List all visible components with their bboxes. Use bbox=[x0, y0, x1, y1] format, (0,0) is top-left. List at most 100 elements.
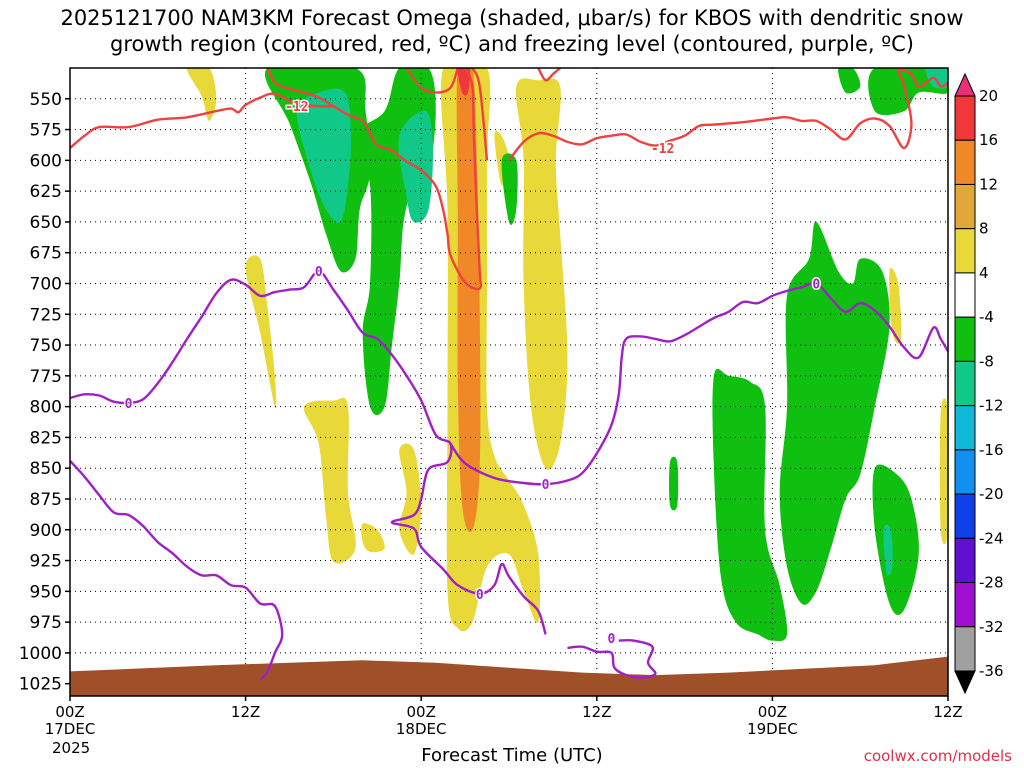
colorbar-label-1: 16 bbox=[979, 131, 998, 149]
omega-region-24 bbox=[939, 398, 948, 545]
freezing_level_0C-label-2: 0 bbox=[542, 478, 550, 493]
dendritic_minus12C-line-6 bbox=[896, 68, 948, 88]
dendritic_minus12C-line-2 bbox=[405, 68, 459, 94]
freezing_level_0C-label-1: 0 bbox=[315, 265, 323, 280]
plot-frame bbox=[69, 67, 949, 697]
x-tick-label-36-0: 12Z bbox=[582, 703, 611, 721]
omega-region-14 bbox=[501, 153, 518, 225]
dendritic_minus12C-line-0 bbox=[70, 92, 334, 149]
colorbar-bin-4 bbox=[954, 228, 976, 274]
x-tick-label-24-0: 00Z bbox=[407, 703, 436, 721]
x-tick-label-0-1: 17DEC bbox=[45, 720, 96, 738]
colorbar-label-2: 12 bbox=[979, 176, 998, 194]
omega-region-20 bbox=[872, 464, 919, 616]
chart-title-line1: 2025121700 NAM3KM Forecast Omega (shaded… bbox=[60, 6, 964, 30]
colorbar-label-8: -16 bbox=[979, 441, 1004, 459]
dendritic_minus12C-label-1: -12 bbox=[651, 142, 674, 157]
omega-region-17 bbox=[925, 68, 948, 89]
colorbar-bin--28 bbox=[954, 537, 976, 584]
contour-lines: -12 -12 0 0 0 0 0 0 bbox=[70, 68, 948, 681]
colorbar-label-4: 4 bbox=[979, 264, 989, 282]
colorbar-label-7: -12 bbox=[979, 397, 1004, 415]
y-tick-label-600: 600 bbox=[30, 151, 62, 171]
omega-region-10 bbox=[456, 68, 481, 532]
omega-region-18 bbox=[779, 221, 890, 605]
y-tick-label-775: 775 bbox=[30, 367, 62, 387]
freezing_level_0C-label-0: 0 bbox=[125, 397, 133, 412]
omega-region-22 bbox=[669, 456, 679, 511]
colorbar-bin--12 bbox=[954, 360, 976, 407]
y-tick-label-700: 700 bbox=[30, 274, 62, 294]
freezing_level_0C-line-2 bbox=[70, 459, 284, 681]
omega-region-12 bbox=[515, 78, 568, 470]
freezing_level_0C-label-5: 0 bbox=[812, 277, 820, 292]
colorbar-bin--32 bbox=[954, 582, 976, 628]
omega-region-6 bbox=[303, 397, 356, 564]
y-tick-label-675: 675 bbox=[30, 244, 62, 264]
dendritic_minus12C-label-0: -12 bbox=[285, 100, 308, 115]
y-tick-label-750: 750 bbox=[30, 336, 62, 356]
omega-region-7 bbox=[361, 523, 385, 553]
terrain bbox=[70, 656, 948, 696]
y-tick-label-850: 850 bbox=[30, 459, 62, 479]
dendritic_minus12C-line-4 bbox=[508, 68, 913, 162]
year-label: 2025 bbox=[52, 739, 91, 757]
y-tick-label-800: 800 bbox=[30, 398, 62, 418]
freezing_level_0C-label-3: 0 bbox=[476, 588, 484, 603]
colorbar-label-9: -20 bbox=[979, 485, 1004, 503]
colorbar-label-0: 20 bbox=[979, 87, 998, 105]
colorbar-bin--4 bbox=[954, 272, 976, 318]
credit-link[interactable]: coolwx.com/models bbox=[863, 747, 1012, 765]
colorbar-label-10: -24 bbox=[979, 529, 1004, 547]
colorbar-bin--36 bbox=[954, 626, 976, 672]
colorbar-label-13: -36 bbox=[979, 662, 1004, 680]
omega-region-5 bbox=[245, 255, 277, 409]
x-tick-label-24-1: 18DEC bbox=[396, 720, 447, 738]
colorbar-label-12: -32 bbox=[979, 618, 1004, 636]
freezing_level_0C-line-3 bbox=[567, 638, 657, 679]
colorbar-bin--24 bbox=[954, 493, 976, 539]
y-tick-label-825: 825 bbox=[30, 428, 62, 448]
chart-title-line2: growth region (contoured, red, ºC) and f… bbox=[110, 32, 914, 56]
colorbar-bin--20 bbox=[954, 449, 976, 495]
dendritic_minus12C-line-1 bbox=[266, 68, 483, 291]
omega-region-23 bbox=[889, 268, 902, 344]
omega-region-11 bbox=[457, 68, 471, 96]
y-tick-label-900: 900 bbox=[30, 521, 62, 541]
y-tick-label-975: 975 bbox=[30, 613, 62, 633]
y-tick-label-925: 925 bbox=[30, 552, 62, 572]
colorbar-bin--8 bbox=[954, 316, 976, 362]
colorbar: 20 16 12 8 4 -4 -8 -12 -16 -20 -24 -28 -32 -36 bbox=[954, 72, 1004, 695]
colorbar-label-3: 8 bbox=[979, 220, 989, 238]
colorbar-bin--16 bbox=[954, 405, 976, 451]
x-axis-title: Forecast Time (UTC) bbox=[421, 745, 603, 766]
y-tick-label-950: 950 bbox=[30, 582, 62, 602]
x-tick-label-48-1: 19DEC bbox=[747, 720, 798, 738]
omega-region-21 bbox=[883, 524, 893, 576]
y-tick-label-875: 875 bbox=[30, 490, 62, 510]
axes: 550 575 600 625 650 675 700 725 750 775 800 825 850 8… bbox=[19, 67, 963, 738]
y-tick-label-550: 550 bbox=[30, 90, 62, 110]
omega-region-0 bbox=[187, 68, 217, 121]
y-tick-label-625: 625 bbox=[30, 182, 62, 202]
y-tick-label-725: 725 bbox=[30, 305, 62, 325]
terrain-fill bbox=[70, 656, 948, 696]
omega-region-15 bbox=[838, 68, 861, 94]
colorbar-top-arrow bbox=[954, 72, 976, 97]
freezing_level_0C-line-0 bbox=[70, 270, 547, 635]
x-tick-label-0-0: 00Z bbox=[55, 703, 84, 721]
y-tick-label-650: 650 bbox=[30, 213, 62, 233]
colorbar-bin-8 bbox=[954, 183, 976, 230]
dendritic_minus12C-line-5 bbox=[471, 68, 489, 161]
omega-shading bbox=[187, 68, 948, 642]
y-tick-label-1000: 1000 bbox=[19, 644, 62, 664]
y-tick-label-575: 575 bbox=[30, 121, 62, 141]
freezing_level_0C-label-4: 0 bbox=[608, 632, 616, 647]
x-tick-label-12-0: 12Z bbox=[231, 703, 260, 721]
y-tick-label-1025: 1025 bbox=[19, 675, 62, 695]
freezing_level_0C-line-1 bbox=[449, 281, 948, 486]
x-tick-label-60-0: 12Z bbox=[933, 703, 962, 721]
dendritic_minus12C-line-3 bbox=[537, 68, 561, 82]
omega-region-2 bbox=[296, 88, 352, 223]
